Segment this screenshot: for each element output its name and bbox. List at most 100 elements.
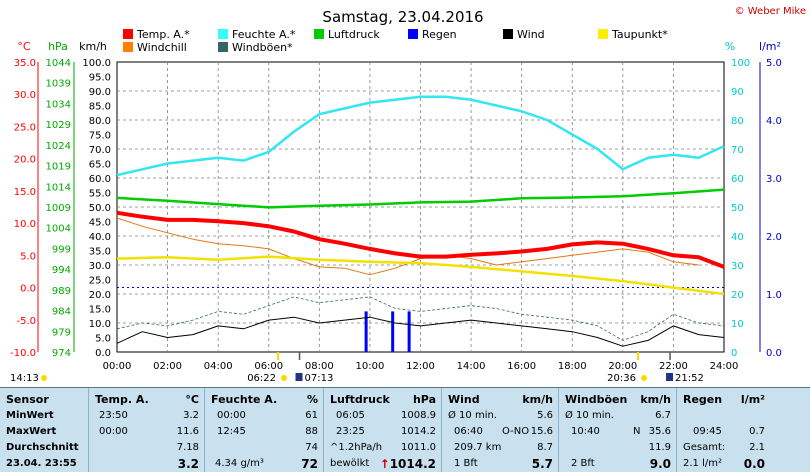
humidity-tick-3: 70 xyxy=(731,145,744,156)
series-line-temp-a xyxy=(116,210,725,269)
humidity-column: Feuchte A.% 00:00 61 12:45 88 74 4.34 g/m³… xyxy=(204,388,324,472)
gust-max-direction: N xyxy=(633,426,641,437)
pressure-tick-8: 1004 xyxy=(46,224,71,235)
temp-tick-8: -5.0 xyxy=(16,316,36,327)
legend-label-4: Wind xyxy=(517,28,545,41)
wind-tick-20: 0.0 xyxy=(95,348,111,359)
rain-tick-0: 5.0 xyxy=(766,58,782,69)
min-label: MinWert xyxy=(6,410,54,421)
pressure-tick-9: 999 xyxy=(52,244,71,255)
humidity-max-time: 12:45 xyxy=(217,426,246,437)
gust-max-value: 35.6 xyxy=(648,426,671,437)
humidity-tick-7: 30 xyxy=(731,261,744,272)
gust-avg-value: 11.9 xyxy=(648,442,671,453)
pressure-tick-13: 979 xyxy=(52,327,71,338)
wind-tick-7: 65.0 xyxy=(89,160,111,171)
temp-tick-9: -10.0 xyxy=(10,348,36,359)
rain-tick-5: 0.0 xyxy=(766,348,782,359)
copyright-text: © Weber Mike xyxy=(735,6,806,17)
time-tick-11: 22:00 xyxy=(659,361,688,372)
time-tick-12: 24:00 xyxy=(710,361,739,372)
pressure-avg-value: 1011.0 xyxy=(401,442,436,453)
humidity-tick-1: 90 xyxy=(731,87,744,98)
humidity-avg-value: 74 xyxy=(305,442,318,453)
weather-chart: Samstag, 23.04.2016 © Weber Mike Temp. A… xyxy=(10,6,806,384)
pressure-tick-10: 994 xyxy=(52,265,71,276)
wind-max-value: 15.6 xyxy=(530,426,553,437)
gust-header: Windböen xyxy=(565,393,628,406)
temp-tick-2: 25.0 xyxy=(14,122,36,133)
temp-tick-0: 35.0 xyxy=(14,58,36,69)
wind-tick-10: 50.0 xyxy=(89,203,111,214)
humidity-tick-4: 60 xyxy=(731,174,744,185)
pressure-unit: hPa xyxy=(412,393,436,406)
legend-label-6: Windchill xyxy=(137,41,187,54)
rain-unit: l/m² xyxy=(740,393,765,406)
series-line-luftdruck xyxy=(116,188,725,209)
rain-header: Regen xyxy=(683,393,723,406)
wind-tick-13: 35.0 xyxy=(89,247,111,258)
wind-tick-14: 30.0 xyxy=(89,261,111,272)
humidity-tick-8: 20 xyxy=(731,290,744,301)
gust-max-time: 10:40 xyxy=(571,426,600,437)
wind-tick-18: 10.0 xyxy=(89,319,111,330)
pressure-trend-arrow: ↑ xyxy=(379,457,390,471)
legend-swatch-7 xyxy=(218,42,228,52)
rain-current-value: 0.0 xyxy=(743,457,765,471)
wind-min-label: Ø 10 min. xyxy=(448,410,497,421)
legend-swatch-4 xyxy=(503,29,513,39)
current-time: 23.04. 23:55 xyxy=(6,458,77,469)
legend-label-7: Windböen* xyxy=(232,41,293,54)
humidity-max-value: 88 xyxy=(305,426,318,437)
pressure-tick-6: 1014 xyxy=(46,182,71,193)
humidity-tick-9: 10 xyxy=(731,319,744,330)
wind-tick-4: 80.0 xyxy=(89,116,111,127)
axes: 35.0 30.0 25.0 20.0 15.0 10.0 5.0 0.0 -5.0 -10.0 1… xyxy=(10,58,782,372)
pressure-column: Luftdruck hPa 06:05 1008.9 23:25 1014.2 ^1.… xyxy=(323,388,442,472)
time-tick-10: 20:00 xyxy=(608,361,637,372)
time-tick-9: 18:00 xyxy=(558,361,587,372)
wind-min-value: 5.6 xyxy=(537,410,553,421)
pressure-header: Luftdruck xyxy=(330,393,390,406)
time-tick-6: 12:00 xyxy=(406,361,435,372)
rain-today: 2.1 l/m² xyxy=(683,458,722,469)
series-line-taupunkt xyxy=(116,255,725,296)
wind-max-direction: O-NO xyxy=(502,426,530,437)
wind-tick-16: 20.0 xyxy=(89,290,111,301)
temp-tick-7: 0.0 xyxy=(20,284,36,295)
rain-tick-4: 1.0 xyxy=(766,290,782,301)
wind-tick-3: 85.0 xyxy=(89,102,111,113)
wind-tick-12: 40.0 xyxy=(89,232,111,243)
temp-unit: °C xyxy=(185,393,199,406)
humidity-tick-6: 40 xyxy=(731,232,744,243)
humidity-tick-0: 100 xyxy=(731,58,750,69)
humidity-tick-5: 50 xyxy=(731,203,744,214)
legend-swatch-3 xyxy=(408,29,418,39)
pressure-current-number: 1014.2 xyxy=(389,457,436,471)
temp-avg-value: 7.18 xyxy=(176,442,199,453)
temp-tick-3: 20.0 xyxy=(14,155,36,166)
sunrise-icon xyxy=(281,375,288,381)
wind-tick-8: 60.0 xyxy=(89,174,111,185)
avg-label: Durchschnitt xyxy=(6,442,79,453)
pressure-tick-2: 1034 xyxy=(46,99,71,110)
wind-tick-5: 75.0 xyxy=(89,131,111,142)
temp-tick-1: 30.0 xyxy=(14,90,36,101)
gust-beaufort: 2 Bft xyxy=(571,458,595,469)
left-time-label: 14:13 xyxy=(10,373,39,384)
humidity-absolute: 4.34 g/m³ xyxy=(215,458,264,469)
time-tick-5: 10:00 xyxy=(356,361,385,372)
humidity-tick-10: 0 xyxy=(731,348,737,359)
rain-bars xyxy=(364,311,411,352)
wind-tick-11: 45.0 xyxy=(89,218,111,229)
sensor-column: Sensor MinWert MaxWert Durchschnitt 23.0… xyxy=(0,388,88,472)
rain-bar-0 xyxy=(364,311,368,352)
series-line-windb-en xyxy=(116,296,725,341)
wind-current-value: 5.7 xyxy=(531,457,553,471)
legend-swatch-5 xyxy=(598,29,608,39)
series-lines xyxy=(116,95,725,347)
humidity-axis-unit: % xyxy=(725,40,735,53)
temp-header: Temp. A. xyxy=(95,393,149,406)
wind-distance: 209.7 km xyxy=(454,442,502,453)
humidity-tick-2: 80 xyxy=(731,116,744,127)
